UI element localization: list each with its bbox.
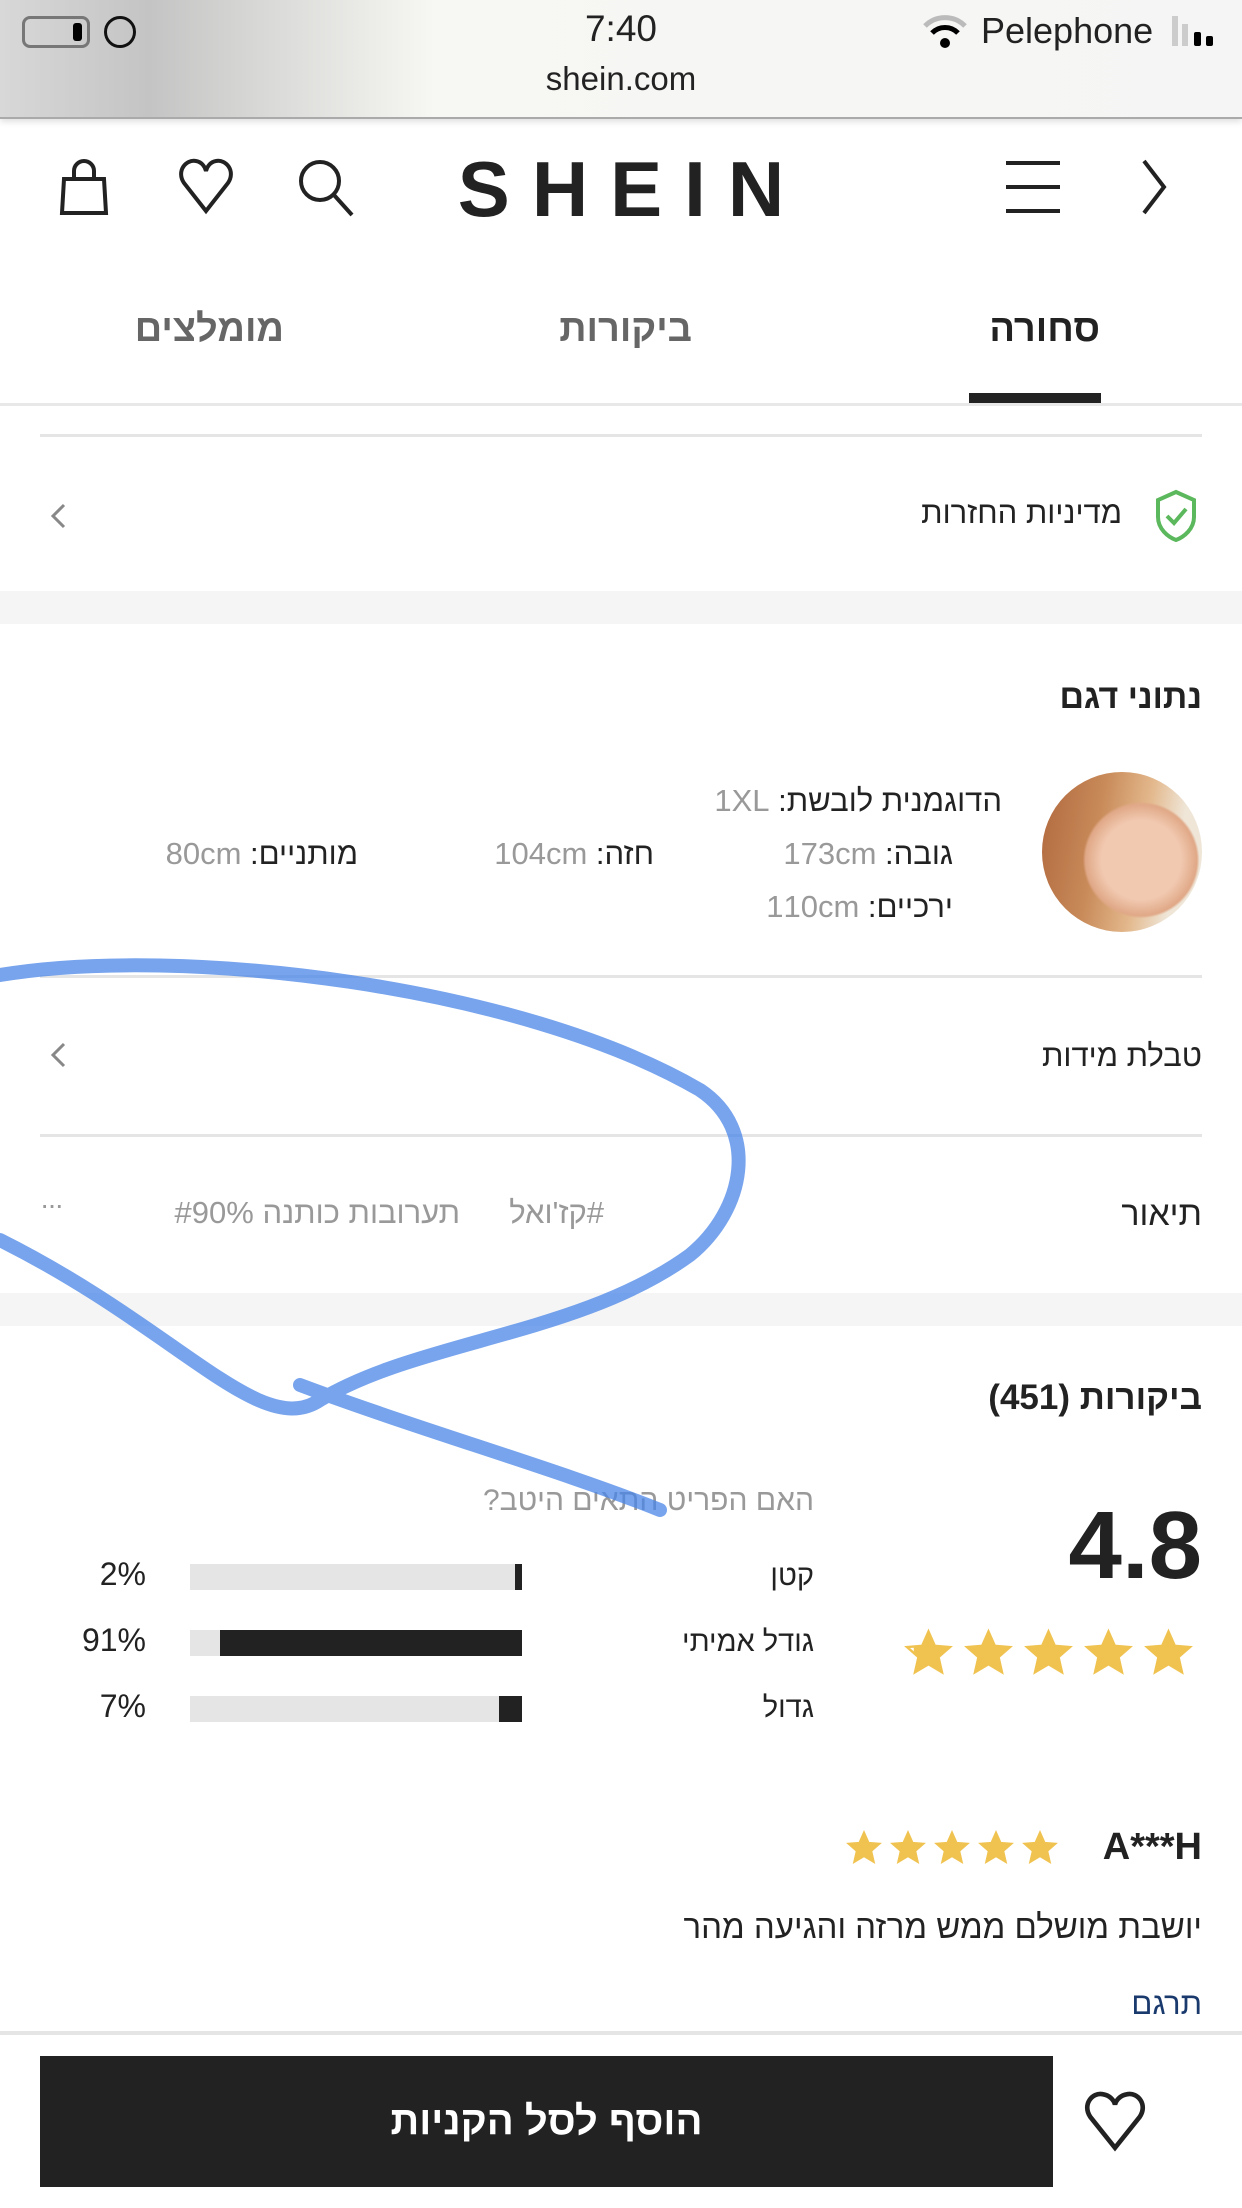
shield-check-icon <box>1156 489 1196 543</box>
model-hips-value: 110cm <box>766 889 860 924</box>
star-icon <box>1022 1830 1059 1864</box>
wifi-icon <box>923 15 967 48</box>
rating-stars <box>904 1628 1204 1684</box>
search-icon[interactable] <box>294 155 358 219</box>
model-data-title: נתוני דגם <box>1059 678 1202 716</box>
star-icon <box>904 1628 953 1675</box>
tabs-bottom-border <box>0 403 1242 406</box>
model-waist: מותניים: 80cm <box>166 836 358 872</box>
review-text: יושבת מושלם ממש מרזה והגיעה מהר <box>683 1908 1203 1945</box>
review-author: A***H <box>1102 1826 1202 1868</box>
model-height: גובה: 173cm <box>783 836 953 872</box>
fit-label: גדול <box>762 1692 814 1724</box>
model-hips-label: ירכיים: <box>867 889 953 924</box>
star-icon <box>964 1628 1013 1675</box>
more-icon[interactable]: ··· <box>40 1189 64 1220</box>
model-bust: חזה: 104cm <box>494 836 654 872</box>
return-policy-label: מדיניות החזרות <box>921 495 1122 530</box>
tab-reviews[interactable]: ביקורות <box>559 308 692 350</box>
battery-icon <box>22 16 90 48</box>
star-icon <box>978 1830 1015 1864</box>
fit-bar-fill <box>219 1630 522 1656</box>
url-bar[interactable]: shein.com <box>545 60 697 97</box>
reviews-title: ביקורות (451) <box>988 1378 1202 1417</box>
model-bust-value: 104cm <box>494 836 588 871</box>
star-icon <box>1024 1628 1073 1675</box>
description-label: תיאור <box>1121 1195 1202 1233</box>
section-separator <box>0 1293 1242 1326</box>
fit-percent: 7% <box>99 1688 146 1724</box>
shein-logo[interactable]: SHEIN <box>457 145 807 233</box>
model-bust-label: חזה: <box>595 836 654 871</box>
translate-link[interactable]: תרגם <box>1131 1986 1202 2021</box>
heart-icon[interactable] <box>174 155 238 219</box>
fit-bar <box>190 1630 522 1656</box>
chevron-left-icon <box>50 1042 66 1068</box>
model-wears-value: 1XL <box>714 783 770 818</box>
carrier-name: Pelephone <box>981 10 1154 51</box>
divider <box>40 434 1202 437</box>
star-icon <box>846 1830 883 1864</box>
fit-percent: 91% <box>81 1622 146 1658</box>
fit-label: קטן <box>770 1560 814 1592</box>
fit-percent: 2% <box>99 1556 146 1592</box>
fit-bar-fill <box>498 1696 522 1722</box>
return-policy-row[interactable]: מדיניות החזרות <box>0 437 1242 591</box>
model-waist-value: 80cm <box>165 836 242 871</box>
add-to-cart-button[interactable]: הוסף לסל הקניות <box>40 2056 1053 2187</box>
fit-bar-fill <box>515 1564 522 1590</box>
model-height-value: 173cm <box>783 836 877 871</box>
review-stars <box>846 1830 1066 1870</box>
description-tag: #קז'ואל <box>509 1195 604 1230</box>
model-wears-label: הדוגמנית לובשת: <box>778 783 1002 818</box>
chevron-left-icon <box>50 503 66 529</box>
tab-active-indicator <box>969 393 1101 403</box>
model-avatar <box>1042 772 1202 932</box>
section-separator <box>0 591 1242 624</box>
chevron-right-icon[interactable] <box>1130 155 1194 219</box>
tab-recommended[interactable]: מומלצים <box>134 308 284 350</box>
fit-question: האם הפריט התאים היטב? <box>482 1484 814 1517</box>
fit-label: גודל אמיתי <box>682 1626 814 1658</box>
orientation-lock-icon <box>104 16 136 48</box>
bottom-bar-border <box>0 2031 1242 2035</box>
menu-icon[interactable] <box>1002 155 1066 219</box>
model-height-label: גובה: <box>885 836 953 871</box>
star-icon <box>1084 1628 1133 1675</box>
size-chart-row[interactable]: טבלת מידות <box>0 978 1242 1134</box>
star-icon <box>934 1830 971 1864</box>
star-icon <box>1144 1628 1193 1675</box>
wishlist-heart-icon[interactable] <box>1082 2088 1148 2154</box>
status-bar: 7:40 shein.com Pelephone <box>0 0 1242 119</box>
tab-merchandise[interactable]: סחורה <box>989 308 1100 350</box>
description-tag: תערובות כותנה #90% <box>174 1195 460 1230</box>
signal-icon <box>1172 16 1232 46</box>
add-to-cart-label: הוסף לסל הקניות <box>390 2099 703 2143</box>
model-hips: ירכיים: 110cm <box>766 889 953 925</box>
status-time: 7:40 <box>584 8 657 49</box>
model-wears: הדוגמנית לובשת: 1XL <box>714 783 1002 819</box>
star-icon <box>890 1830 927 1864</box>
bag-icon[interactable] <box>52 155 116 219</box>
fit-bar <box>190 1564 522 1590</box>
average-rating: 4.8 <box>1068 1492 1202 1599</box>
model-waist-label: מותניים: <box>250 836 358 871</box>
description-row[interactable]: תיאור #קז'ואל תערובות כותנה #90% ··· <box>0 1137 1242 1293</box>
fit-bar <box>190 1696 522 1722</box>
size-chart-label: טבלת מידות <box>1042 1038 1202 1073</box>
